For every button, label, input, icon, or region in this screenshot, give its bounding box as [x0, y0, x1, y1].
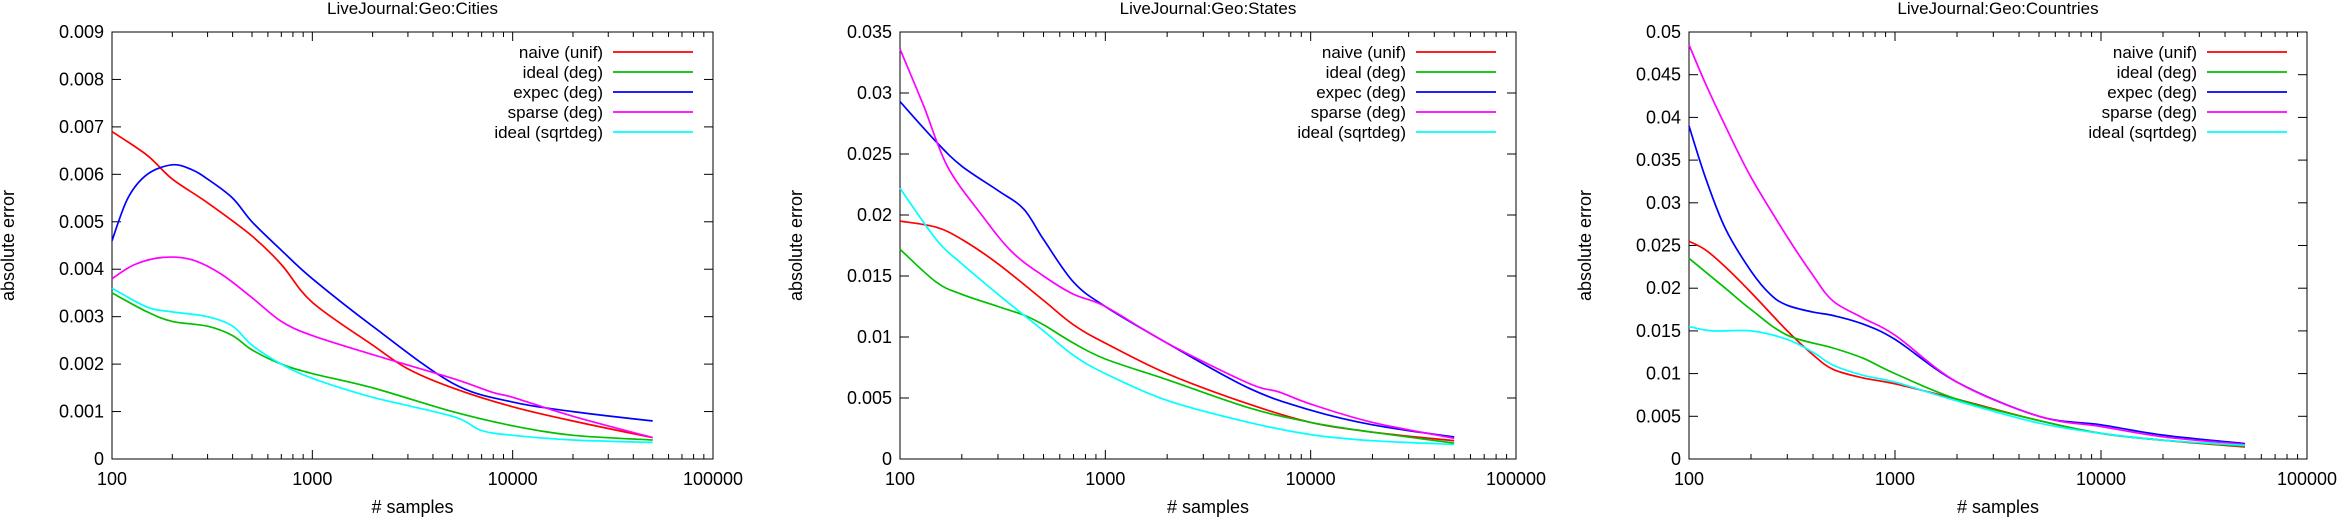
- y-tick-label: 0.007: [59, 117, 104, 137]
- chart-title: LiveJournal:Geo:States: [1120, 0, 1297, 18]
- series-line-1: [900, 221, 1454, 441]
- y-tick-label: 0.006: [59, 164, 104, 184]
- legend-label: expec (deg): [513, 83, 603, 102]
- plot-frame: [1689, 32, 2307, 459]
- legend-label: ideal (sqrtdeg): [1297, 123, 1406, 142]
- y-tick-label: 0.035: [847, 22, 892, 42]
- chart-title: LiveJournal:Geo:Countries: [1897, 0, 2098, 18]
- legend-label: naive (unif): [519, 43, 603, 62]
- series-line-1: [112, 132, 653, 438]
- y-tick-label: 0.005: [59, 212, 104, 232]
- y-tick-label: 0.001: [59, 402, 104, 422]
- x-tick-label: 1000: [292, 469, 332, 489]
- x-tick-label: 10000: [2076, 469, 2126, 489]
- legend-label: ideal (sqrtdeg): [494, 123, 603, 142]
- plot-frame: [112, 32, 713, 459]
- legend-label: ideal (deg): [2117, 63, 2197, 82]
- series-line-3: [112, 165, 653, 421]
- y-tick-label: 0.03: [857, 83, 892, 103]
- legend-label: sparse (deg): [508, 103, 603, 122]
- x-tick-label: 100000: [2277, 469, 2337, 489]
- y-tick-label: 0: [94, 449, 104, 469]
- x-tick-label: 100000: [683, 469, 743, 489]
- x-axis-label: # samples: [1167, 497, 1249, 517]
- legend-label: ideal (deg): [1326, 63, 1406, 82]
- y-tick-label: 0.025: [847, 144, 892, 164]
- y-tick-label: 0.003: [59, 307, 104, 327]
- y-tick-label: 0: [882, 449, 892, 469]
- legend-label: naive (unif): [2113, 43, 2197, 62]
- y-tick-label: 0: [1671, 449, 1681, 469]
- y-tick-label: 0.03: [1646, 193, 1681, 213]
- y-tick-label: 0.004: [59, 259, 104, 279]
- x-tick-label: 1000: [1875, 469, 1915, 489]
- chart-title: LiveJournal:Geo:Cities: [327, 0, 498, 18]
- y-axis-label: absolute error: [786, 190, 806, 301]
- legend-label: ideal (deg): [523, 63, 603, 82]
- y-tick-label: 0.01: [857, 327, 892, 347]
- series-line-1: [1689, 241, 2245, 447]
- series-line-3: [900, 102, 1454, 438]
- chart-panel-1: LiveJournal:Geo:Cities 0 0.001 0.002 0.003 0.…: [0, 0, 743, 517]
- legend-label: expec (deg): [1316, 83, 1406, 102]
- x-tick-label: 100: [1674, 469, 1704, 489]
- series-line-5: [900, 188, 1454, 444]
- series-line-2: [900, 249, 1454, 443]
- y-axis-label: absolute error: [1575, 190, 1595, 301]
- x-axis-label: # samples: [371, 497, 453, 517]
- x-tick-label: 1000: [1085, 469, 1125, 489]
- y-tick-label: 0.025: [1636, 236, 1681, 256]
- x-tick-label: 100: [97, 469, 127, 489]
- y-tick-label: 0.005: [1636, 406, 1681, 426]
- chart-panel-3: LiveJournal:Geo:Countries 0 0.005 0.01 0.015…: [1575, 0, 2337, 517]
- legend-label: expec (deg): [2107, 83, 2197, 102]
- x-axis-label: # samples: [1957, 497, 2039, 517]
- y-tick-label: 0.035: [1636, 150, 1681, 170]
- legend-label: sparse (deg): [2102, 103, 2197, 122]
- y-axis-label: absolute error: [0, 190, 18, 301]
- chart-panel-2: LiveJournal:Geo:States 0 0.005 0.01 0.015 0.0…: [786, 0, 1546, 517]
- y-tick-label: 0.015: [1636, 321, 1681, 341]
- legend-label: naive (unif): [1322, 43, 1406, 62]
- series-line-3: [1689, 126, 2245, 444]
- x-tick-label: 10000: [1286, 469, 1336, 489]
- series-line-2: [1689, 258, 2245, 446]
- x-tick-label: 10000: [488, 469, 538, 489]
- y-tick-label: 0.045: [1636, 65, 1681, 85]
- y-tick-label: 0.002: [59, 354, 104, 374]
- series-line-5: [112, 288, 653, 442]
- y-tick-label: 0.008: [59, 69, 104, 89]
- y-tick-label: 0.05: [1646, 22, 1681, 42]
- x-tick-label: 100: [885, 469, 915, 489]
- x-tick-label: 100000: [1486, 469, 1546, 489]
- y-tick-label: 0.015: [847, 266, 892, 286]
- y-tick-label: 0.02: [1646, 278, 1681, 298]
- y-tick-label: 0.009: [59, 22, 104, 42]
- legend-label: sparse (deg): [1311, 103, 1406, 122]
- y-tick-label: 0.04: [1646, 107, 1681, 127]
- y-tick-label: 0.02: [857, 205, 892, 225]
- series-line-4: [112, 257, 653, 438]
- y-tick-label: 0.005: [847, 388, 892, 408]
- legend-label: ideal (sqrtdeg): [2088, 123, 2197, 142]
- y-tick-label: 0.01: [1646, 364, 1681, 384]
- series-line-5: [1689, 327, 2245, 446]
